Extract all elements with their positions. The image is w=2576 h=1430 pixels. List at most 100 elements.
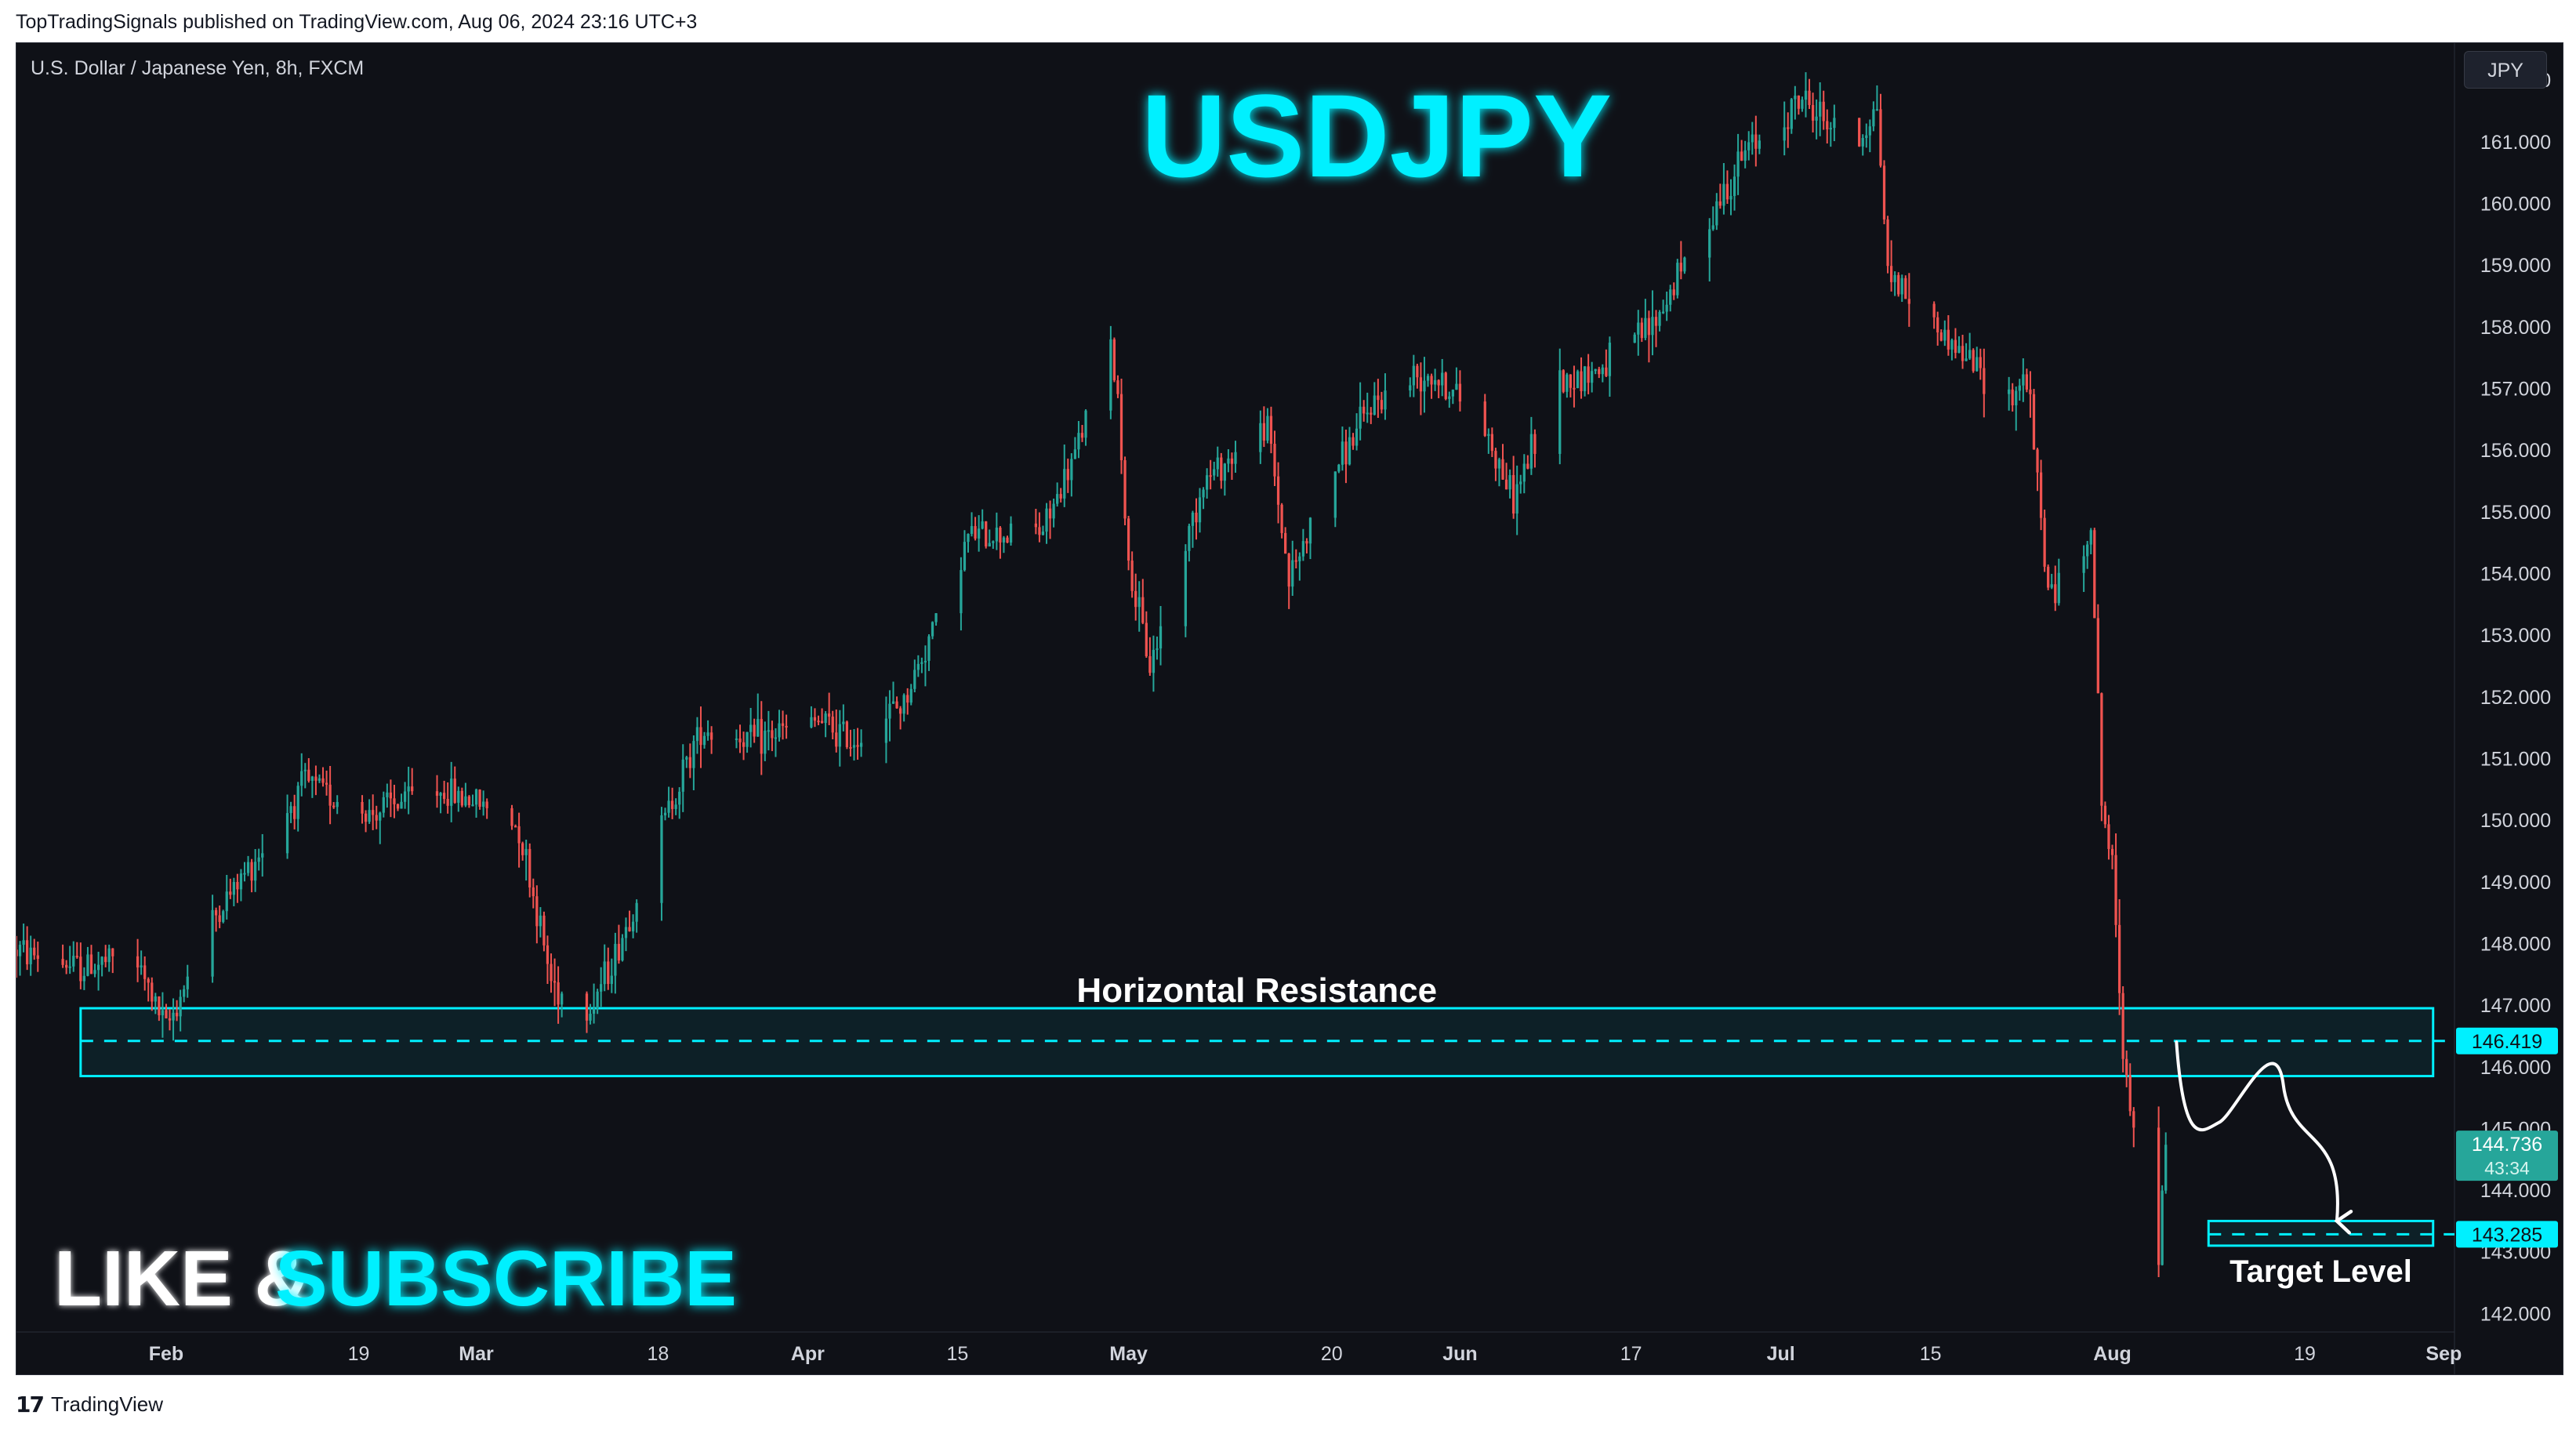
candle-body xyxy=(1433,379,1437,385)
candle-body xyxy=(596,991,599,1009)
overlays: Horizontal Resistance Target Level USDJPY L… xyxy=(54,70,2412,1323)
candle-body xyxy=(400,801,403,809)
candle-body xyxy=(300,771,303,786)
time-tick-label: 19 xyxy=(348,1343,370,1365)
candle-body xyxy=(1943,329,1947,341)
candle-body xyxy=(852,745,856,748)
candle-body xyxy=(603,961,606,985)
candle-body xyxy=(2039,472,2043,518)
candle-body xyxy=(1006,537,1009,543)
candle-body xyxy=(372,810,375,815)
candle-body xyxy=(614,943,617,976)
candle-body xyxy=(767,730,771,732)
candle-body xyxy=(2082,556,2085,573)
candle-body xyxy=(2029,389,2032,394)
candle-body xyxy=(2093,530,2096,619)
candle-body xyxy=(1223,463,1226,481)
price-label-box xyxy=(2456,1131,2558,1181)
candle-body xyxy=(1751,134,1754,143)
candle-body xyxy=(1301,541,1305,557)
currency-button[interactable]: JPY xyxy=(2464,51,2547,89)
chart-pane[interactable]: Horizontal Resistance Target Level USDJPY L… xyxy=(16,42,2563,1375)
candle-body xyxy=(635,902,638,922)
candle-body xyxy=(517,826,521,844)
candle-body xyxy=(179,996,182,1017)
candle-body xyxy=(368,810,371,822)
candle-body xyxy=(1269,416,1273,445)
time-tick-label: May xyxy=(1109,1343,1148,1365)
candle-body xyxy=(104,956,107,963)
candle-body xyxy=(663,812,667,815)
candle-body xyxy=(528,848,532,887)
candle-body xyxy=(764,731,767,754)
candle-body xyxy=(2032,394,2036,450)
candle-body xyxy=(746,731,749,747)
price-tick-label: 150.000 xyxy=(2480,810,2551,832)
candle-body xyxy=(2015,390,2018,405)
candle-body xyxy=(1875,109,1879,111)
candle-body xyxy=(107,948,111,963)
candle-body xyxy=(592,1008,596,1014)
tradingview-logo-text: TradingView xyxy=(50,1392,164,1416)
candle-body xyxy=(1950,339,1954,350)
candle-body xyxy=(1366,412,1369,415)
candle-body xyxy=(585,993,589,1021)
candle-body xyxy=(1191,512,1195,526)
price-label-value: 143.285 xyxy=(2472,1224,2542,1246)
candle-body xyxy=(1526,463,1529,469)
candle-body xyxy=(1134,590,1137,608)
candle-body xyxy=(1672,289,1675,296)
candle-body xyxy=(1504,479,1508,490)
candle-body xyxy=(2043,517,2046,567)
candle-body xyxy=(1711,225,1714,230)
candle-body xyxy=(246,862,250,873)
candle-body xyxy=(667,800,670,813)
time-axis[interactable]: Feb 19 Mar 18 Apr 15 May 20 Jun 17 Jul 15 Aug 19 Sep xyxy=(149,1343,2462,1365)
candle-body xyxy=(692,741,695,768)
candle-body xyxy=(1893,274,1896,282)
candle-body xyxy=(1904,278,1907,299)
time-tick-label: Apr xyxy=(791,1343,825,1365)
candle-body xyxy=(464,796,467,806)
candle-body xyxy=(1633,334,1636,343)
candle-body xyxy=(1080,433,1084,438)
candle-body xyxy=(1829,128,1832,130)
chart-svg[interactable]: Horizontal Resistance Target Level USDJPY L… xyxy=(16,43,2563,1375)
price-tick-label: 147.000 xyxy=(2480,995,2551,1017)
candle-body xyxy=(2022,374,2025,386)
candle-body xyxy=(1384,390,1387,410)
candle-body xyxy=(1658,311,1661,326)
candle-body xyxy=(467,796,471,805)
tradingview-logo[interactable]: 17 TradingView xyxy=(16,1392,164,1417)
candle-body xyxy=(1790,99,1793,129)
candle-body xyxy=(2050,584,2053,588)
candle-body xyxy=(303,769,307,771)
candle-body xyxy=(1708,229,1711,258)
candle-body xyxy=(550,964,553,982)
candle-body xyxy=(992,541,995,543)
candle-body xyxy=(336,802,339,808)
candle-body xyxy=(1198,497,1202,523)
candle-body xyxy=(756,719,760,737)
candle-body xyxy=(2164,1145,2168,1191)
candle-body xyxy=(1569,374,1573,388)
candle-body xyxy=(243,873,246,875)
candle-body xyxy=(1280,504,1283,533)
candle-body xyxy=(1494,451,1497,469)
candle-body xyxy=(136,956,140,967)
candle-body xyxy=(321,778,325,783)
candle-body xyxy=(1070,459,1073,481)
candle-body xyxy=(1976,357,1979,372)
candle-body xyxy=(695,727,699,742)
price-label-box xyxy=(2456,1221,2558,1248)
candle-body xyxy=(1348,437,1351,465)
candle-body xyxy=(1209,475,1212,477)
candle-body xyxy=(1487,434,1490,436)
time-tick-label: Feb xyxy=(149,1343,183,1365)
candle-body xyxy=(1073,449,1077,459)
price-tick-label: 159.000 xyxy=(2480,255,2551,277)
candle-body xyxy=(810,717,813,728)
candle-body xyxy=(16,949,18,956)
candle-body xyxy=(923,660,927,662)
candle-body xyxy=(86,954,89,976)
